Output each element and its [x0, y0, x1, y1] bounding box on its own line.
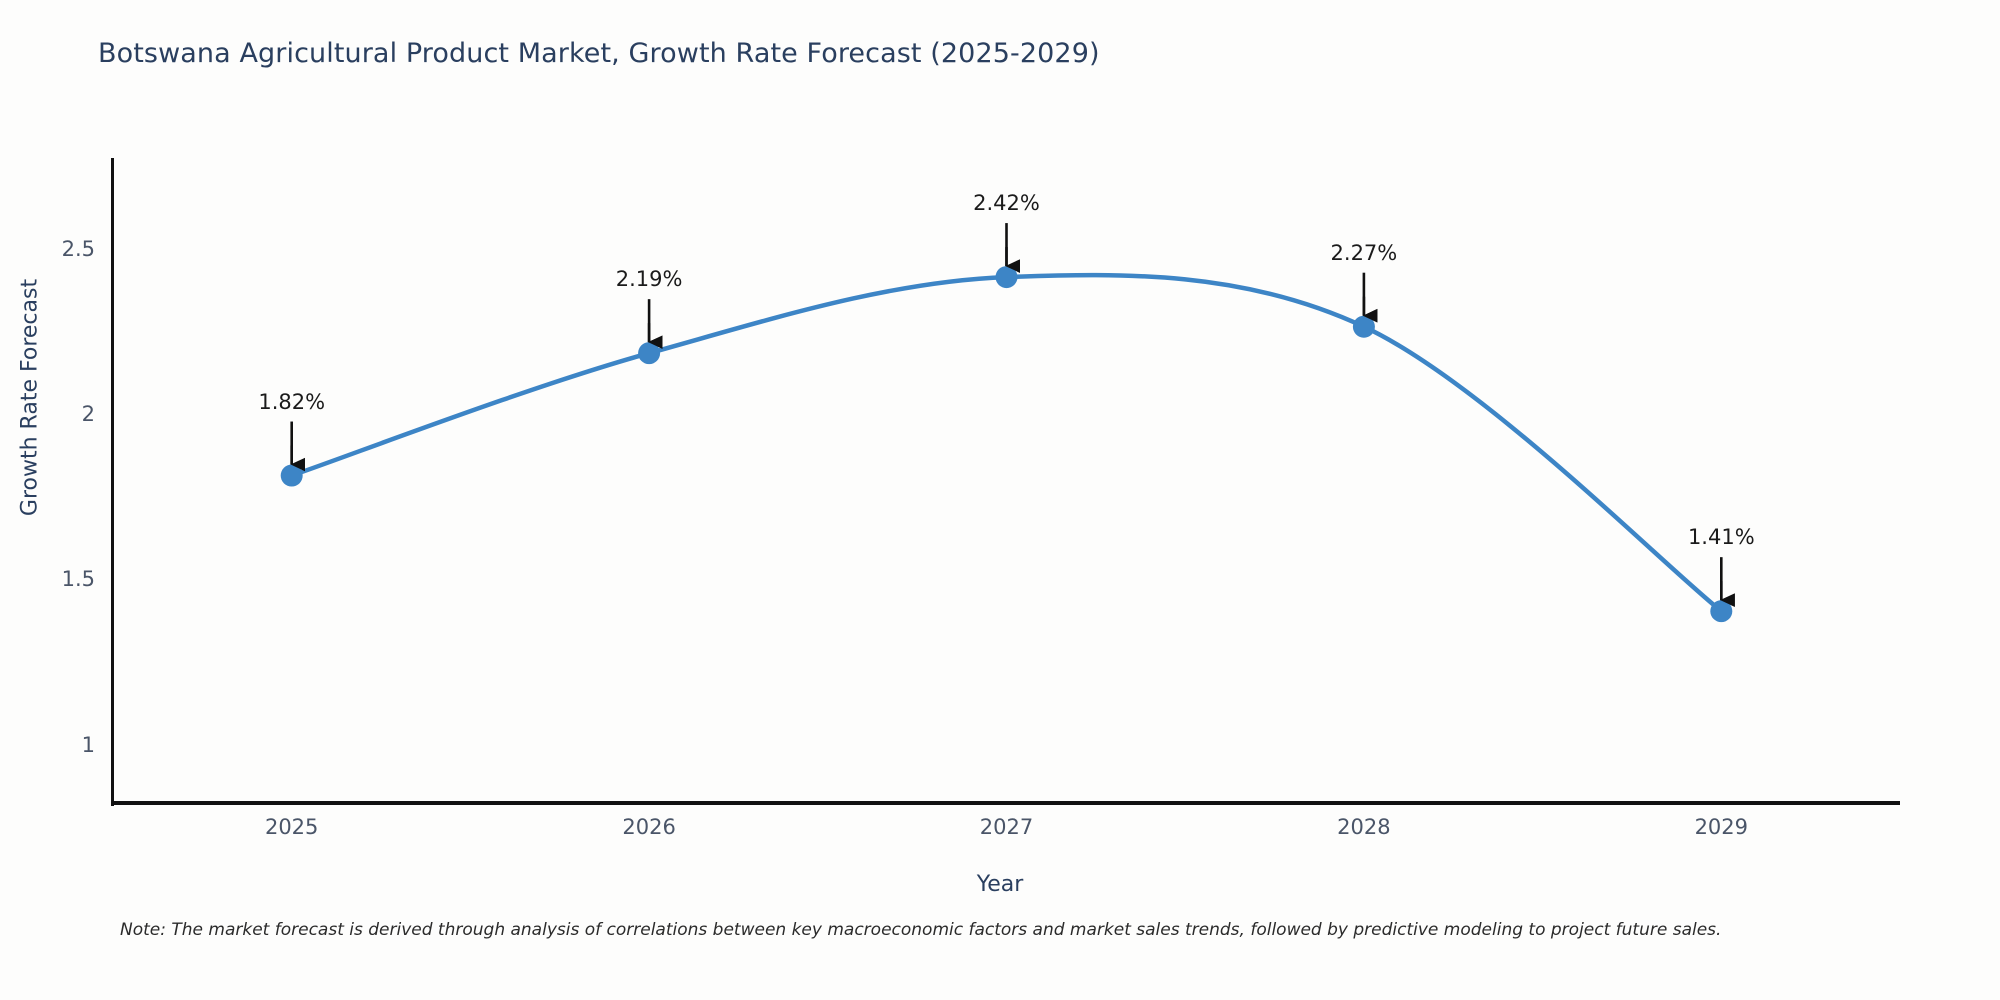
- data-point-marker[interactable]: [995, 266, 1018, 289]
- x-axis-tick-label: 2025: [264, 815, 319, 839]
- trend-line: [289, 272, 1724, 614]
- chart-footnote: Note: The market forecast is derived thr…: [120, 920, 1722, 940]
- data-point-label: 1.82%: [258, 389, 326, 414]
- y-axis-tick-label: 1: [81, 732, 95, 757]
- x-axis-tick-label: 2029: [1694, 815, 1749, 839]
- x-axis-tick-label: 2028: [1337, 815, 1391, 839]
- y-axis-line: [111, 158, 114, 806]
- chart-title: Botswana Agricultural Product Market, Gr…: [98, 38, 1100, 69]
- plot-area: [113, 158, 1900, 803]
- data-point-label: 2.27%: [1330, 240, 1398, 265]
- data-point-label: 2.42%: [973, 191, 1040, 216]
- data-point-label: 2.19%: [615, 267, 683, 292]
- x-axis-line: [111, 801, 1900, 805]
- data-point-marker[interactable]: [638, 342, 661, 365]
- data-point-marker[interactable]: [1710, 600, 1733, 623]
- x-axis-tick-label: 2027: [979, 815, 1034, 839]
- data-series-svg: [280, 223, 1735, 623]
- data-point-label: 1.41%: [1687, 525, 1755, 550]
- data-point-marker[interactable]: [280, 464, 303, 487]
- y-axis-tick-label: 2: [81, 402, 95, 426]
- x-axis-title: Year: [976, 872, 1024, 897]
- x-axis-tick-label: 2026: [622, 815, 676, 839]
- y-axis-tick-label: 1.5: [61, 567, 95, 592]
- y-axis-tick-label: 2.5: [61, 236, 95, 261]
- data-point-marker[interactable]: [1352, 315, 1375, 338]
